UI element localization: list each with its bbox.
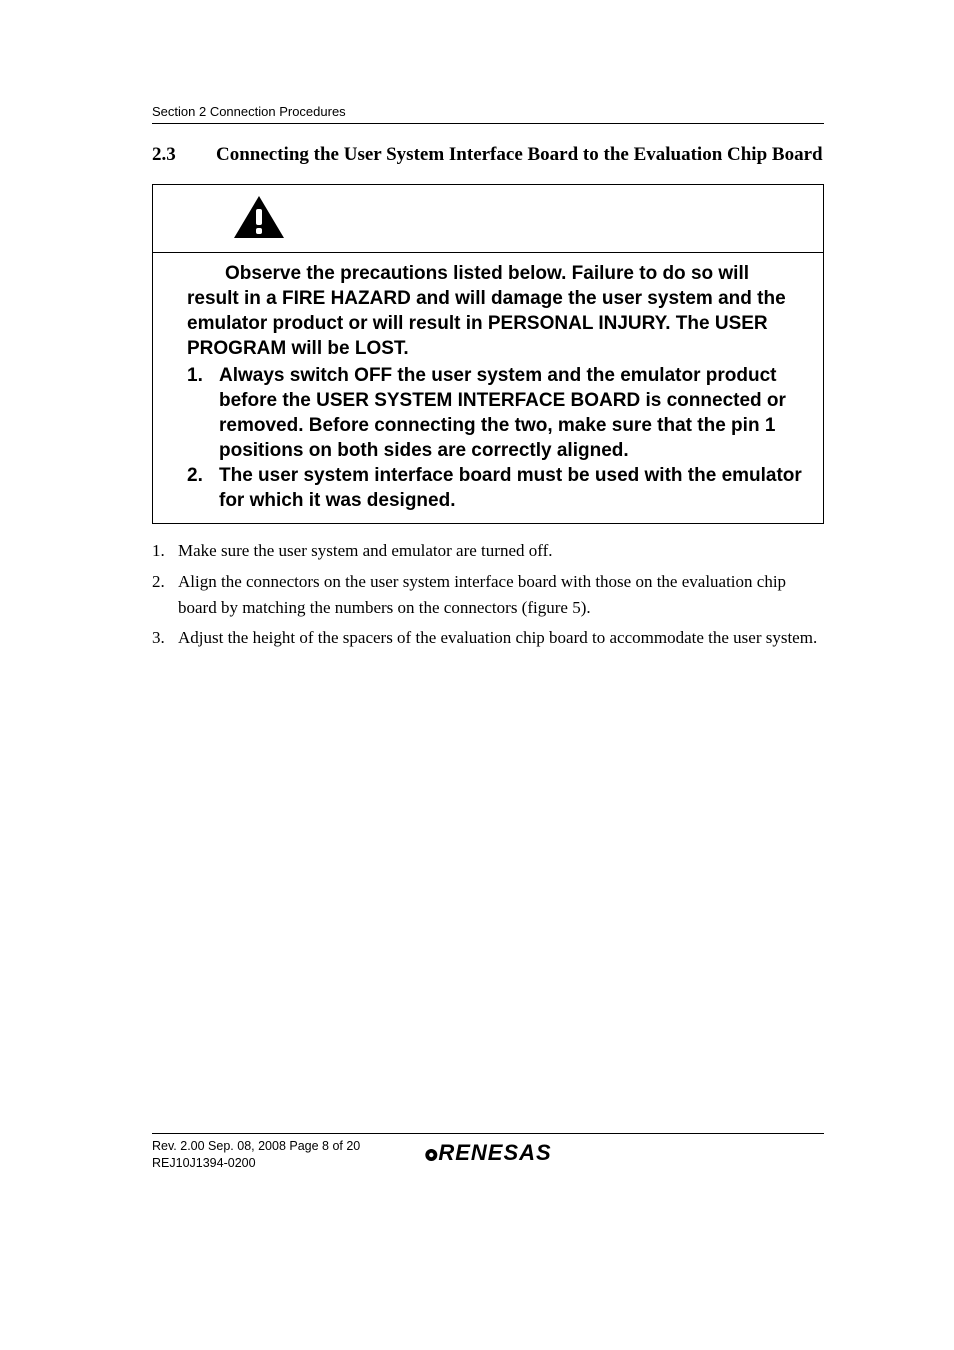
body-list: Make sure the user system and emulator a… [152, 538, 824, 651]
running-header: Section 2 Connection Procedures [152, 104, 824, 124]
warning-box: Observe the precautions listed below. Fa… [152, 184, 824, 525]
section-title: Connecting the User System Interface Boa… [216, 142, 824, 168]
warning-icon [233, 195, 285, 239]
body-item-1: Make sure the user system and emulator a… [174, 538, 824, 564]
renesas-dot-icon [424, 1148, 438, 1162]
warning-list: Always switch OFF the user system and th… [187, 363, 803, 513]
body-item-2: Align the connectors on the user system … [174, 569, 824, 622]
section-number: 2.3 [152, 142, 216, 168]
warning-item-1: Always switch OFF the user system and th… [217, 363, 803, 463]
warning-icon-row [153, 185, 823, 253]
warning-item-2: The user system interface board must be … [217, 463, 803, 513]
warning-paragraph: Observe the precautions listed below. Fa… [187, 261, 803, 361]
page-footer: Rev. 2.00 Sep. 08, 2008 Page 8 of 20 REJ… [152, 1133, 824, 1172]
warning-body: Observe the precautions listed below. Fa… [153, 253, 823, 524]
document-page: Section 2 Connection Procedures 2.3 Conn… [0, 0, 954, 1350]
body-item-3: Adjust the height of the spacers of the … [174, 625, 824, 651]
section-heading: 2.3 Connecting the User System Interface… [152, 142, 824, 168]
renesas-logo: RENESAS [424, 1140, 551, 1166]
renesas-logo-text: RENESAS [438, 1140, 551, 1165]
